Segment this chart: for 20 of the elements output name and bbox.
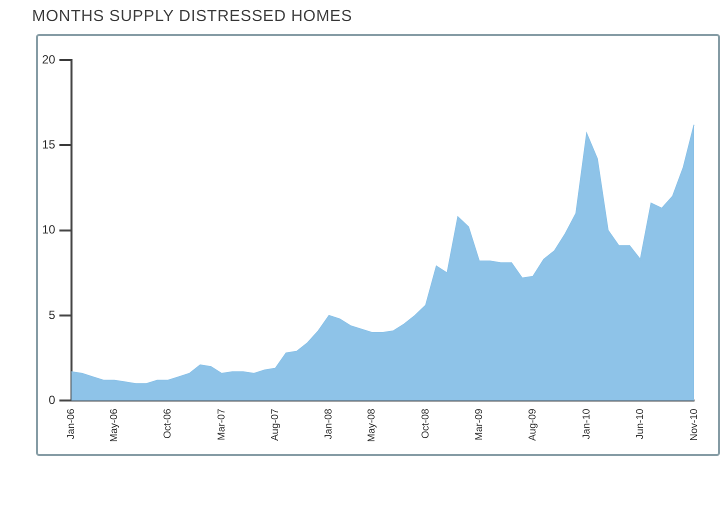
y-tick-label: 10 xyxy=(42,222,56,237)
x-tick-label: Aug-07 xyxy=(270,408,282,441)
x-tick-label: Mar-07 xyxy=(216,408,228,440)
y-tick-label: 5 xyxy=(48,308,56,322)
x-tick-label: Jun-10 xyxy=(635,408,646,440)
y-tick-label: 0 xyxy=(48,392,56,407)
y-tick-label: 15 xyxy=(42,137,56,152)
y-tick-label: 20 xyxy=(42,52,56,66)
x-tick-label: Jan-06 xyxy=(66,408,78,440)
x-tick-label: Aug-09 xyxy=(528,408,539,441)
frame: Jan-06 May-06 Oct-06 Mar-07 Aug-07 Jan-08 May-08 Oct-08 Mar-09 Aug-09 Jan-10 Jun-10 Nov-10 0 5 10 15 20 xyxy=(36,34,720,456)
x-tick-label: Oct-06 xyxy=(162,408,174,439)
x-tick-label: May-06 xyxy=(109,408,120,442)
chart-title: MONTHS SUPPLY DISTRESSED HOMES xyxy=(32,8,354,26)
x-tick-label: Oct-08 xyxy=(420,408,432,439)
x-tick-label: Nov-10 xyxy=(688,408,700,441)
x-tick-label: Jan-08 xyxy=(324,408,335,440)
x-tick-label: Jan-10 xyxy=(581,408,592,440)
x-tick-label: May-08 xyxy=(366,408,378,442)
x-tick-label: Mar-09 xyxy=(474,408,486,440)
